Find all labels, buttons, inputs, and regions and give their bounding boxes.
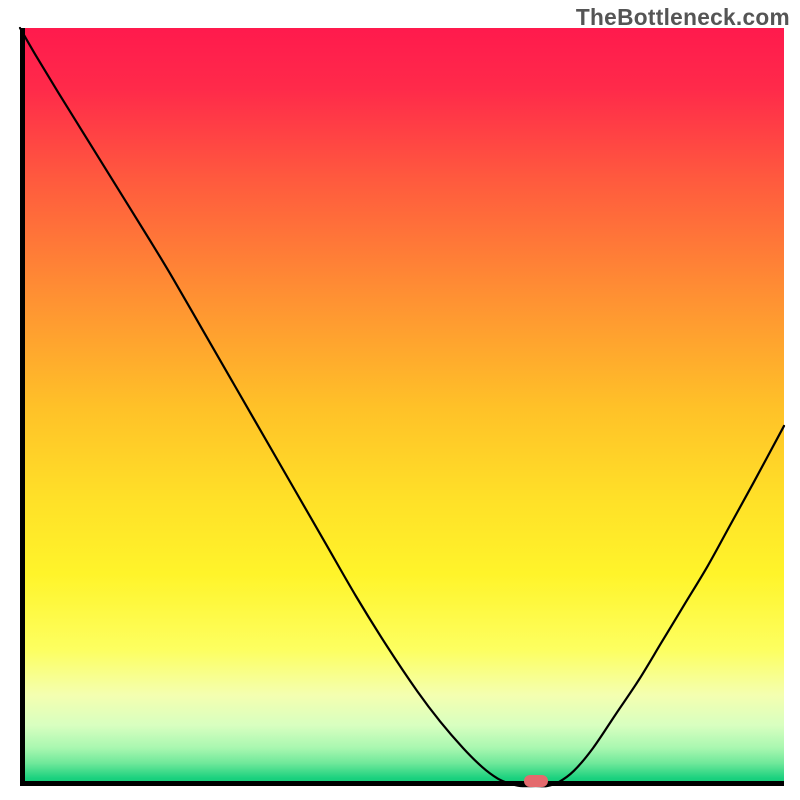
chart-svg [20, 28, 784, 786]
bottleneck-curve [20, 28, 784, 786]
watermark-text: TheBottleneck.com [576, 4, 790, 31]
plot-area [20, 28, 784, 786]
optimal-point-marker [524, 775, 548, 787]
chart-container: TheBottleneck.com [0, 0, 800, 800]
